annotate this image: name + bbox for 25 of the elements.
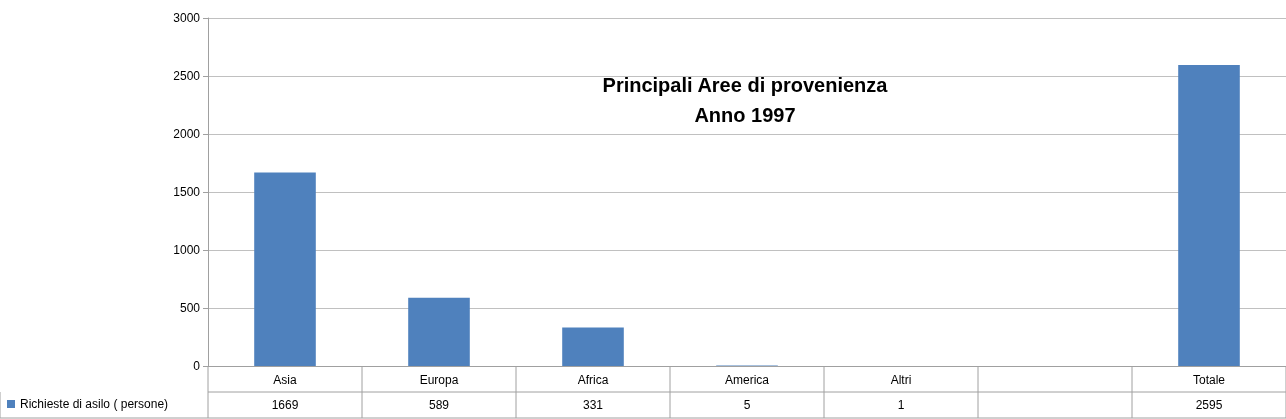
y-tick-label: 2000: [173, 127, 201, 141]
x-tick-label: America: [724, 373, 770, 387]
bar: [254, 172, 316, 366]
bar: [1178, 64, 1240, 366]
data-label: 5: [743, 398, 751, 412]
data-label: 1669: [271, 398, 299, 412]
data-label: 331: [582, 398, 604, 412]
y-tick-label: 500: [179, 301, 201, 315]
data-label: 589: [428, 398, 450, 412]
y-tick-label: 2500: [173, 69, 201, 83]
x-tick-label: Africa: [577, 373, 609, 387]
data-label: 1: [897, 398, 905, 412]
legend-label: Richieste di asilo ( persone): [20, 397, 169, 411]
y-tick-label: 1500: [173, 185, 201, 199]
y-tick-label: 3000: [173, 11, 201, 25]
bar: [562, 327, 624, 366]
y-tick-label: 0: [193, 359, 201, 373]
data-label: 2595: [1195, 398, 1223, 412]
x-tick-label: Altri: [890, 373, 912, 387]
text: Principali Aree di provenienza Anno 1997: [602, 74, 889, 126]
x-tick-label: Totale: [1192, 373, 1226, 387]
x-tick-label: Europa: [419, 373, 459, 387]
bar: [408, 297, 470, 366]
x-tick-label: Asia: [273, 373, 297, 387]
y-tick-label: 1000: [173, 243, 201, 257]
